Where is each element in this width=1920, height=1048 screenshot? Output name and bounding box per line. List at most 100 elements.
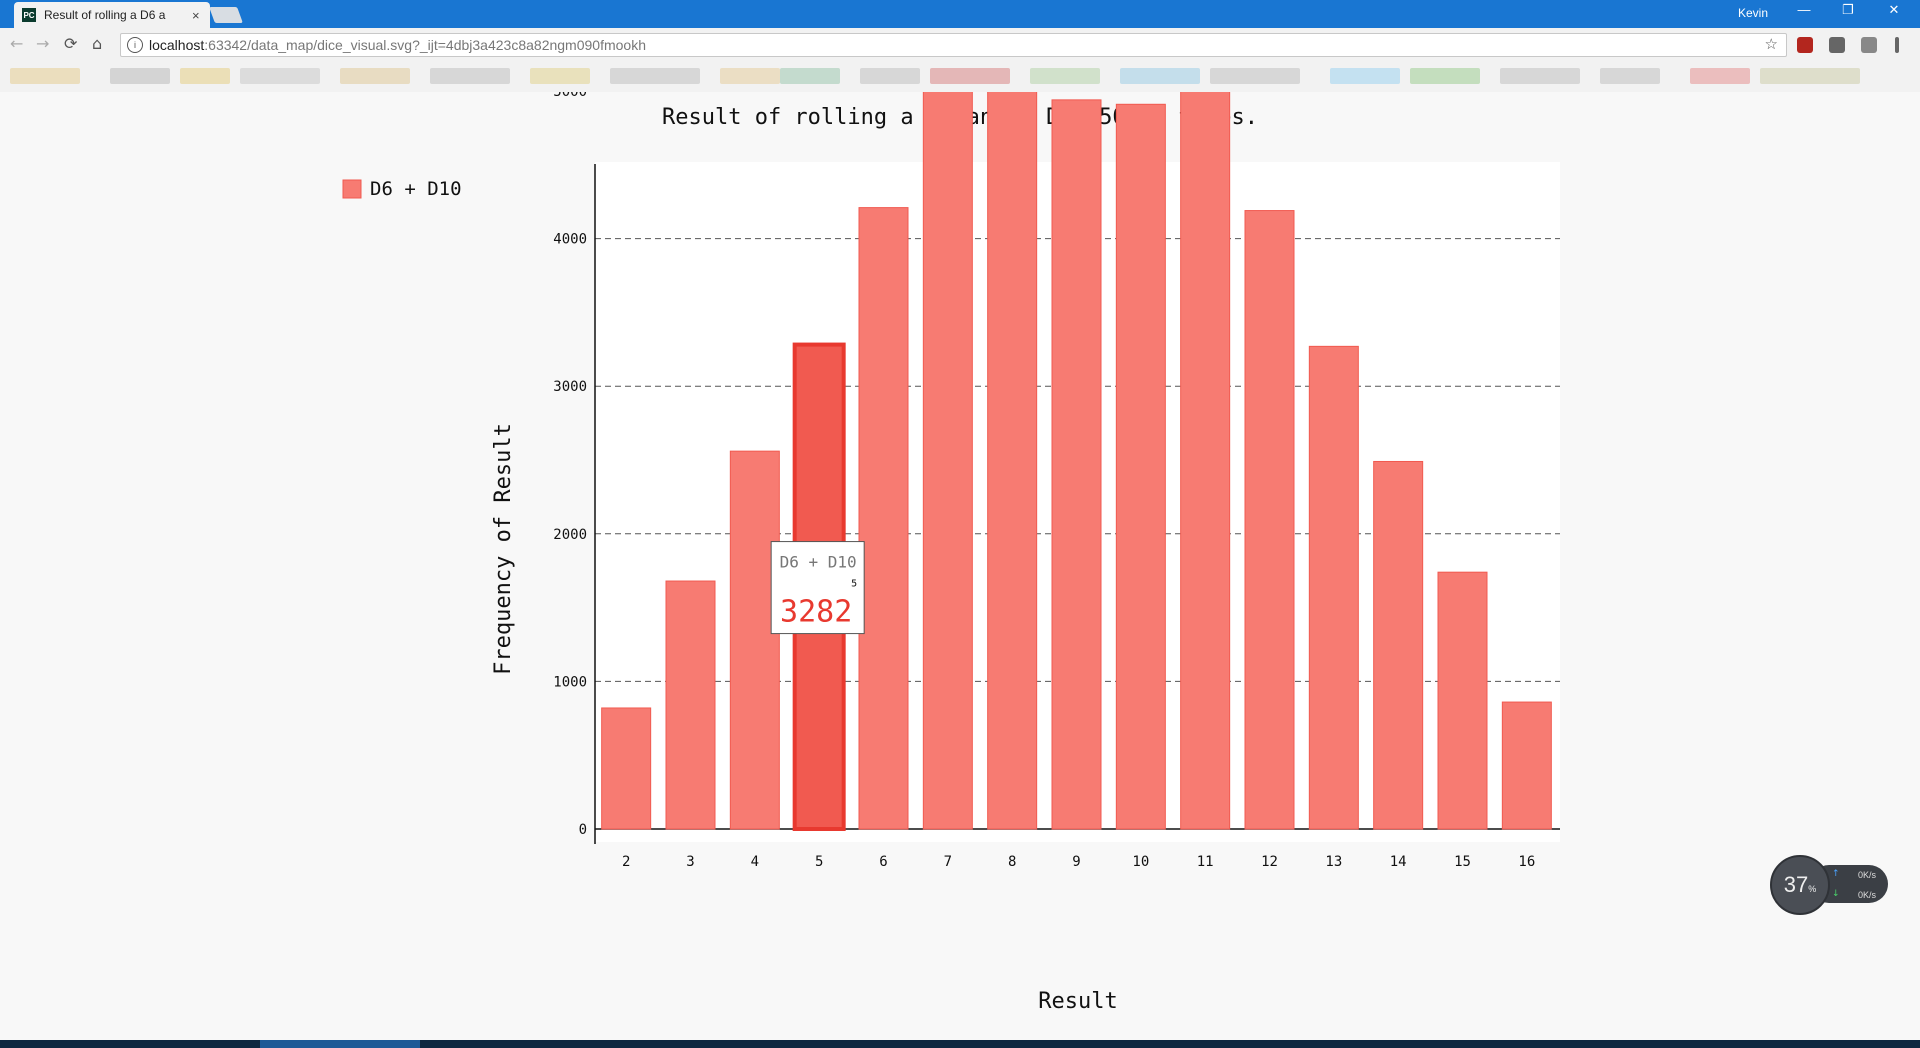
upload-rate: 0K/s (1858, 870, 1877, 880)
menu-icon[interactable] (1895, 37, 1899, 53)
bar-10[interactable] (1115, 103, 1166, 830)
x-tick-label: 13 (1325, 854, 1342, 870)
reload-button[interactable]: ⟳ (64, 34, 78, 53)
bookmark-item[interactable] (860, 68, 920, 84)
url-host: localhost (149, 37, 205, 53)
x-tick-label: 3 (686, 854, 694, 870)
bar-chart: Result of rolling a D6 and a D10 50000 t… (342, 92, 1560, 1014)
memory-usage-gauge[interactable]: 37% (1770, 855, 1830, 915)
url-path: :63342/data_map/dice_visual.svg?_ijt=4db… (204, 37, 646, 53)
pycharm-favicon-icon: PC (22, 8, 36, 22)
memory-percent: 37 (1783, 872, 1809, 897)
bookmark-item[interactable] (780, 68, 840, 84)
bookmark-item[interactable] (430, 68, 510, 84)
taskbar (0, 1040, 1920, 1048)
x-tick-label: 4 (751, 854, 759, 870)
bookmark-item[interactable] (610, 68, 700, 84)
x-tick-label: 9 (1072, 854, 1080, 870)
extension-icon[interactable] (1861, 37, 1877, 53)
mail-extension-icon[interactable] (1829, 37, 1845, 53)
legend[interactable]: D6 + D10 (342, 178, 462, 200)
bar-9[interactable] (1051, 99, 1102, 830)
tooltip-category: 5 (851, 579, 857, 590)
x-tick-label: 11 (1197, 854, 1214, 870)
x-tick-label: 5 (815, 854, 823, 870)
bookmark-item[interactable] (1210, 68, 1300, 84)
tooltip-series: D6 + D10 (780, 553, 857, 572)
x-tick-label: 2 (622, 854, 630, 870)
legend-label: D6 + D10 (370, 178, 462, 200)
x-tick-label: 16 (1518, 854, 1535, 870)
y-tick-label: 2000 (553, 527, 587, 543)
bookmark-item[interactable] (1120, 68, 1200, 84)
download-rate: 0K/s (1858, 890, 1877, 900)
download-icon: ↓ (1832, 889, 1840, 899)
tooltip: D6 + D10 5 3282 (770, 541, 865, 635)
y-tick-label: 3000 (553, 379, 587, 395)
bar-11[interactable] (1180, 92, 1231, 830)
tooltip-box (770, 541, 865, 635)
bar-2[interactable] (601, 707, 652, 830)
browser-toolbar: ← → ⟳ ⌂ i localhost :63342/data_map/dice… (0, 28, 1920, 62)
tab-close-icon[interactable]: × (192, 7, 200, 23)
bookmark-item[interactable] (530, 68, 590, 84)
home-button[interactable]: ⌂ (92, 34, 103, 53)
bar-8[interactable] (987, 92, 1038, 830)
bookmark-item[interactable] (1600, 68, 1660, 84)
forward-button[interactable]: → (36, 34, 50, 53)
upload-icon: ↑ (1832, 869, 1840, 879)
close-window-button[interactable]: ✕ (1888, 2, 1900, 17)
bar-7[interactable] (922, 92, 973, 830)
bar-15[interactable] (1437, 571, 1488, 830)
tooltip-value: 3282 (780, 595, 852, 630)
bar-14[interactable] (1373, 460, 1424, 830)
y-tick-label: 1000 (553, 674, 587, 690)
address-bar[interactable]: i localhost :63342/data_map/dice_visual.… (120, 33, 1787, 57)
bar-4[interactable] (729, 450, 780, 830)
bookmark-item[interactable] (1760, 68, 1860, 84)
bookmark-item[interactable] (180, 68, 230, 84)
restore-button[interactable]: ❐ (1842, 2, 1854, 17)
ublock-extension-icon[interactable] (1797, 37, 1813, 53)
profile-name[interactable]: Kevin (1738, 6, 1769, 20)
x-tick-label: 12 (1261, 854, 1278, 870)
x-tick-label: 15 (1454, 854, 1471, 870)
bar-6[interactable] (858, 207, 909, 830)
x-tick-label: 14 (1390, 854, 1407, 870)
title-bar: PC Result of rolling a D6 a × Kevin — ❐ … (0, 0, 1920, 28)
legend-swatch (342, 179, 362, 199)
bookmark-item[interactable] (930, 68, 1010, 84)
bar-3[interactable] (665, 580, 716, 830)
bookmark-item[interactable] (1330, 68, 1400, 84)
x-tick-label: 6 (879, 854, 887, 870)
bookmark-star-icon[interactable]: ☆ (1764, 35, 1778, 53)
y-tick-label: 0 (579, 822, 587, 838)
taskbar-active-item[interactable] (260, 1040, 420, 1048)
bookmark-item[interactable] (720, 68, 780, 84)
x-tick-label: 8 (1008, 854, 1016, 870)
bookmark-item[interactable] (1410, 68, 1480, 84)
network-speed-widget[interactable]: ↑ 0K/s ↓ 0K/s 37% (1770, 855, 1890, 915)
bookmark-item[interactable] (1030, 68, 1100, 84)
x-axis-label: Result (1038, 989, 1117, 1014)
bookmark-item[interactable] (1690, 68, 1750, 84)
bookmark-item[interactable] (340, 68, 410, 84)
back-button[interactable]: ← (10, 34, 24, 53)
percent-unit: % (1808, 884, 1817, 894)
minimize-button[interactable]: — (1797, 2, 1811, 17)
bookmark-item[interactable] (240, 68, 320, 84)
y-tick-label: 5000 (553, 92, 587, 100)
info-icon[interactable]: i (127, 37, 143, 53)
bookmark-item[interactable] (110, 68, 170, 84)
bar-13[interactable] (1308, 345, 1359, 830)
bookmarks-bar (0, 62, 1920, 92)
bookmark-item[interactable] (1500, 68, 1580, 84)
bar-12[interactable] (1244, 210, 1295, 830)
bar-16[interactable] (1501, 701, 1552, 830)
x-tick-label: 7 (944, 854, 952, 870)
y-tick-label: 4000 (553, 232, 587, 248)
tab-title: Result of rolling a D6 a (44, 8, 166, 22)
browser-tab[interactable]: PC Result of rolling a D6 a × (14, 2, 210, 28)
new-tab-button[interactable] (209, 7, 243, 23)
bookmark-item[interactable] (10, 68, 80, 84)
